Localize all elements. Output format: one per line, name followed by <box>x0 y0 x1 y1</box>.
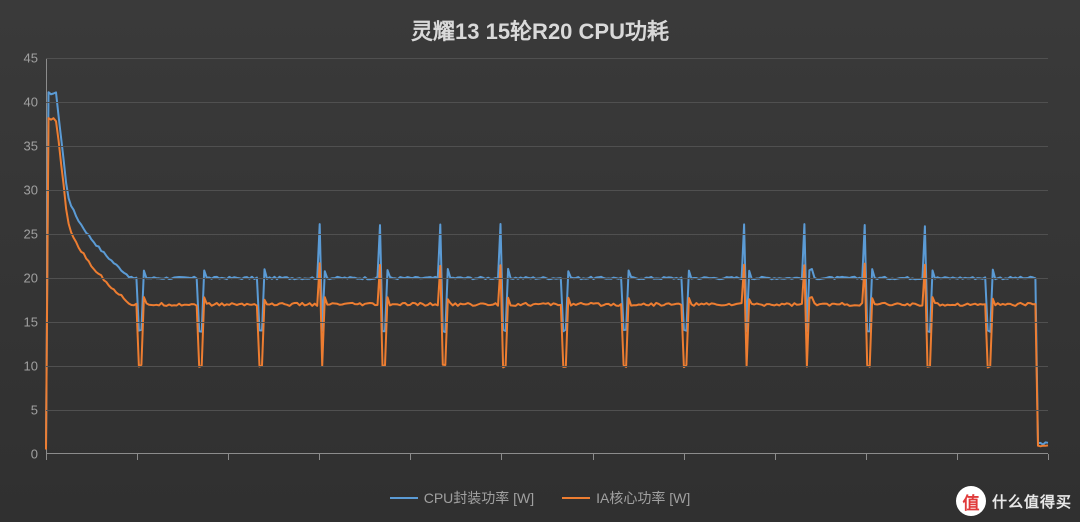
x-tick <box>684 454 685 460</box>
gridline <box>46 102 1048 103</box>
y-tick-label: 35 <box>24 139 38 154</box>
x-tick <box>137 454 138 460</box>
series-svg <box>46 58 1048 454</box>
x-tick <box>410 454 411 460</box>
legend-label: CPU封装功率 [W] <box>424 490 534 506</box>
y-tick-label: 40 <box>24 95 38 110</box>
gridline <box>46 58 1048 59</box>
power-chart: 灵耀13 15轮R20 CPU功耗 051015202530354045 CPU… <box>0 0 1080 522</box>
gridline <box>46 190 1048 191</box>
gridline <box>46 234 1048 235</box>
gridline <box>46 366 1048 367</box>
legend-item-1: IA核心功率 [W] <box>562 488 690 508</box>
gridline <box>46 322 1048 323</box>
x-tick <box>866 454 867 460</box>
x-tick <box>228 454 229 460</box>
x-tick <box>593 454 594 460</box>
gridline <box>46 146 1048 147</box>
x-tick <box>957 454 958 460</box>
y-tick-label: 15 <box>24 315 38 330</box>
legend-swatch <box>390 497 418 499</box>
watermark: 值 什么值得买 <box>956 486 1072 516</box>
x-tick <box>46 454 47 460</box>
legend: CPU封装功率 [W] IA核心功率 [W] <box>0 488 1080 508</box>
x-tick <box>319 454 320 460</box>
chart-title: 灵耀13 15轮R20 CPU功耗 <box>0 14 1080 46</box>
y-tick-label: 0 <box>31 447 38 462</box>
y-tick-label: 30 <box>24 183 38 198</box>
legend-item-0: CPU封装功率 [W] <box>390 488 534 508</box>
x-tick <box>775 454 776 460</box>
plot-area: 051015202530354045 <box>46 58 1048 454</box>
y-tick-label: 45 <box>24 51 38 66</box>
y-tick-label: 20 <box>24 271 38 286</box>
gridline <box>46 410 1048 411</box>
y-tick-label: 25 <box>24 227 38 242</box>
watermark-icon: 值 <box>956 486 986 516</box>
x-tick <box>1048 454 1049 460</box>
y-tick-label: 10 <box>24 359 38 374</box>
x-tick <box>501 454 502 460</box>
gridline <box>46 278 1048 279</box>
legend-label: IA核心功率 [W] <box>596 490 690 506</box>
watermark-text: 什么值得买 <box>992 491 1072 512</box>
legend-swatch <box>562 497 590 499</box>
y-tick-label: 5 <box>31 403 38 418</box>
